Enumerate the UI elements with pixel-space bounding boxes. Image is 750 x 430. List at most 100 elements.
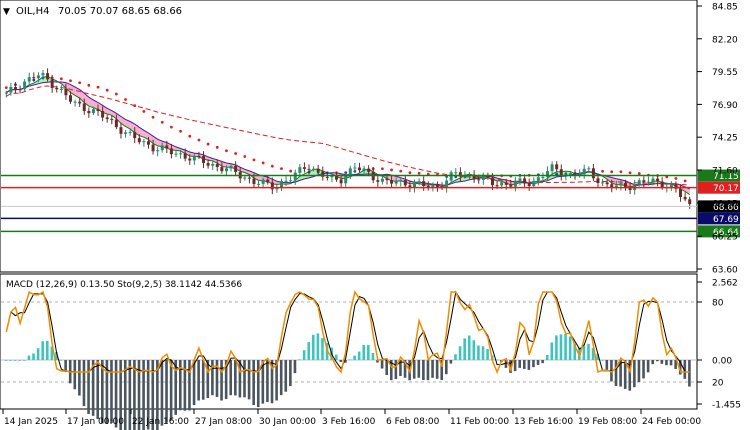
candle-body[interactable] [495,185,499,187]
candle-body[interactable] [408,185,412,188]
candle-body[interactable] [23,81,27,90]
candle-body[interactable] [330,175,334,178]
candle-body[interactable] [174,153,178,155]
candle-body[interactable] [353,167,357,169]
candle-body[interactable] [357,167,361,171]
candle-body[interactable] [284,180,288,182]
candle-body[interactable] [69,95,73,102]
candle-body[interactable] [101,111,105,118]
candle-body[interactable] [50,79,54,88]
candle-body[interactable] [91,109,95,114]
candle-body[interactable] [656,178,660,182]
candle-body[interactable] [293,172,297,181]
candle-body[interactable] [257,183,261,185]
candle-body[interactable] [385,178,389,181]
candle-body[interactable] [481,175,485,180]
candle-body[interactable] [59,88,63,90]
candle-body[interactable] [9,87,13,93]
candle-body[interactable] [454,172,458,174]
candle-body[interactable] [422,181,426,186]
candle-body[interactable] [32,77,36,79]
price-levels[interactable]: 71.15 70.17 68.66 67.69 66.64 [1,169,740,238]
candle-body[interactable] [568,173,572,176]
candle-body[interactable] [110,119,114,121]
candle-body[interactable] [541,177,545,179]
candle-body[interactable] [114,119,118,128]
candle-body[interactable] [27,77,31,82]
candle-body[interactable] [302,167,306,169]
candle-body[interactable] [555,164,559,170]
candle-body[interactable] [78,101,82,104]
candle-body[interactable] [573,173,577,175]
candle-body[interactable] [605,182,609,185]
candle-body[interactable] [367,168,371,172]
candle-body[interactable] [160,145,164,151]
candle-body[interactable] [399,180,403,182]
candle-body[interactable] [348,168,352,176]
candle-body[interactable] [156,150,160,152]
candle-body[interactable] [376,180,380,182]
candle-body[interactable] [380,178,384,182]
candle-body[interactable] [220,167,224,172]
candle-body[interactable] [151,144,155,152]
candle-body[interactable] [321,171,325,177]
candle-body[interactable] [211,163,215,166]
candle-body[interactable] [403,180,407,186]
candle-body[interactable] [642,180,646,183]
candle-body[interactable] [206,163,210,166]
candle-body[interactable] [46,73,50,80]
candle-body[interactable] [518,178,522,182]
candle-body[interactable] [660,181,664,188]
candle-body[interactable] [449,172,453,181]
candle-body[interactable] [669,184,673,188]
candle-body[interactable] [394,181,398,184]
candle-body[interactable] [550,164,554,172]
candle-body[interactable] [18,89,22,91]
candle-body[interactable] [119,127,123,134]
candle-body[interactable] [298,167,302,173]
candle-body[interactable] [339,179,343,184]
candle-body[interactable] [688,199,692,205]
candle-body[interactable] [179,153,183,155]
candle-body[interactable] [344,175,348,184]
candle-body[interactable] [96,109,100,112]
candle-body[interactable] [307,168,311,170]
candle-body[interactable] [234,166,238,173]
candle-body[interactable] [417,181,421,183]
candle-body[interactable] [413,182,417,188]
candle-body[interactable] [679,188,683,197]
candle-body[interactable] [169,148,173,155]
candle-body[interactable] [289,180,293,182]
candle-body[interactable] [390,180,394,184]
candle-body[interactable] [202,156,206,164]
candle-body[interactable] [458,172,462,177]
candles[interactable] [4,68,692,209]
candle-body[interactable] [509,184,513,187]
candle-body[interactable] [477,179,481,181]
candle-body[interactable] [500,182,504,186]
candle-body[interactable] [596,178,600,184]
candle-body[interactable] [243,177,247,179]
candle-body[interactable] [646,181,650,183]
candle-body[interactable] [316,168,320,172]
candle-body[interactable] [197,155,201,157]
candle-body[interactable] [527,183,531,187]
candle-body[interactable] [105,117,109,120]
candle-body[interactable] [628,187,632,191]
candle-body[interactable] [252,178,256,185]
candle-body[interactable] [674,184,678,189]
candle-body[interactable] [623,183,627,188]
candle-body[interactable] [165,145,169,149]
candle-body[interactable] [229,166,233,169]
candle-body[interactable] [683,196,687,200]
candle-body[interactable] [215,163,219,168]
candle-body[interactable] [192,155,196,161]
candle-body[interactable] [261,179,265,184]
candle-body[interactable] [523,178,527,184]
candle-body[interactable] [55,87,59,90]
candle-body[interactable] [472,174,476,180]
candle-body[interactable] [64,88,68,96]
candle-body[interactable] [279,181,283,188]
candle-body[interactable] [513,181,517,187]
